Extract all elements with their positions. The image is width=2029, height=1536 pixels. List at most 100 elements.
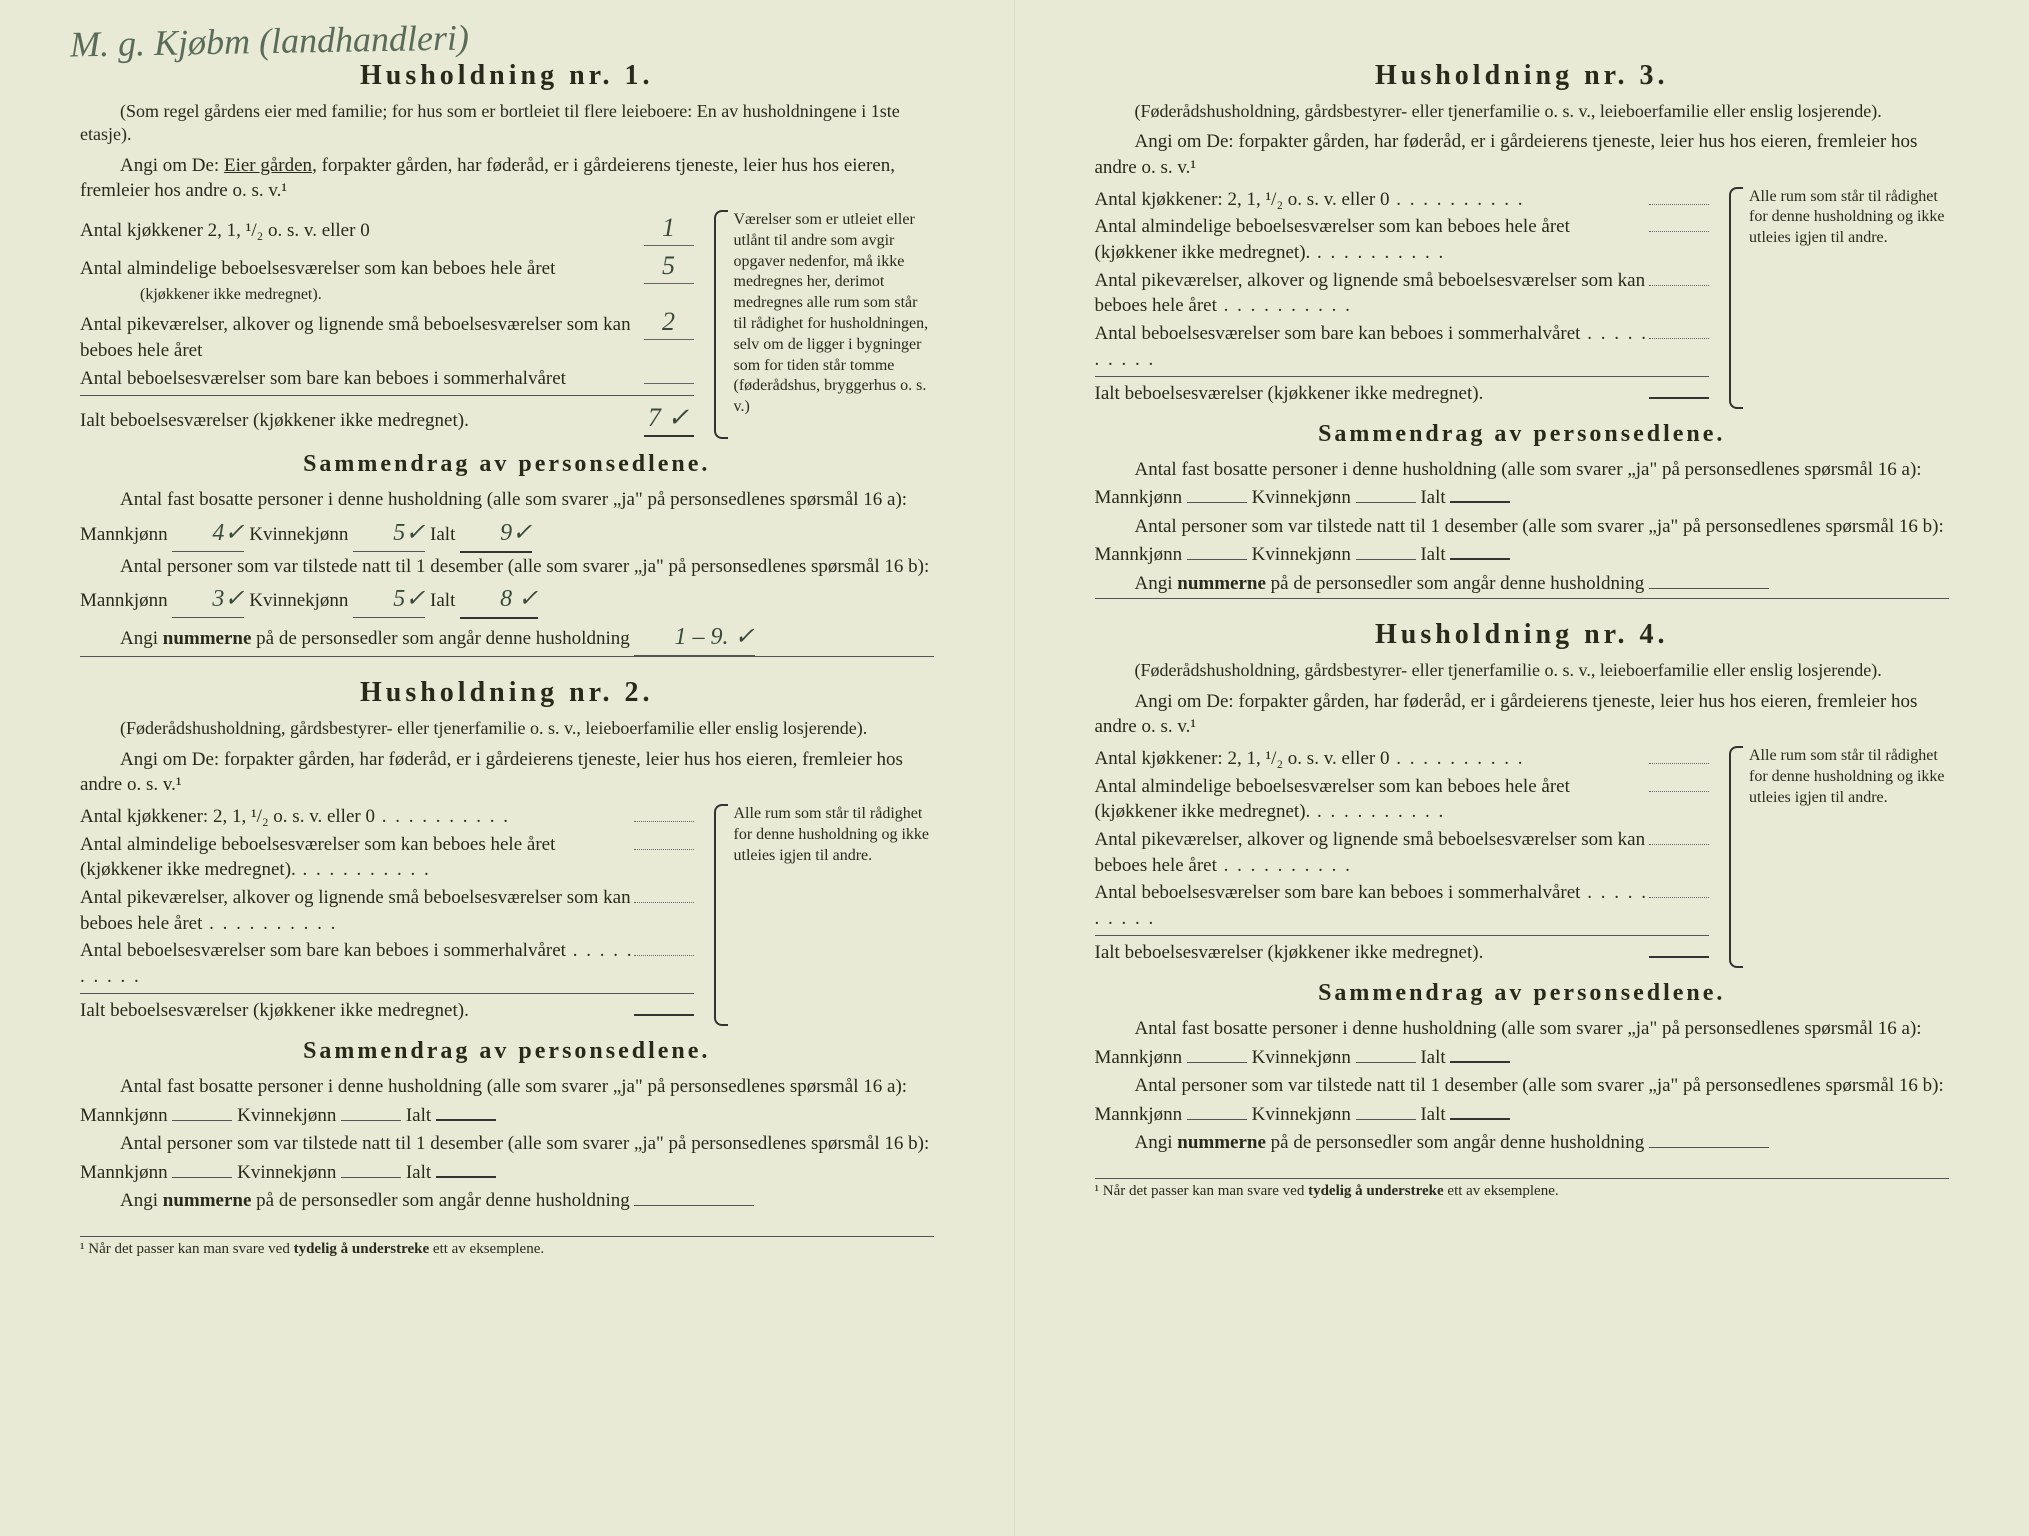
h4-nummer-bold: nummerne [1177, 1132, 1266, 1153]
h1-sommer-val [644, 383, 694, 384]
h4-sommer-label: Antal beboelsesværelser som bare kan beb… [1095, 880, 1650, 931]
h1-almindelige-label: Antal almindelige beboelsesværelser som … [80, 256, 636, 282]
h3-row-ialt: Ialt beboelsesværelser (kjøkkener ikke m… [1095, 376, 1710, 407]
h1-sb-ialt: 8 ✓ [460, 581, 538, 619]
h1-sb-kvl: Kvinnekjønn [249, 590, 348, 611]
h1-nummer: Angi nummerne på de personsedler som ang… [80, 619, 934, 657]
h4-sidebar: Alle rum som står til rådighet for denne… [1729, 746, 1949, 968]
h3-sidebar: Alle rum som står til rådighet for denne… [1729, 187, 1949, 409]
h2-subtitle: (Føderådshusholdning, gårdsbestyrer- ell… [80, 717, 934, 740]
h2-row-almindelige: Antal almindelige beboelsesværelser som … [80, 832, 694, 883]
h1-summary-title: Sammendrag av personsedlene. [80, 451, 934, 478]
h3-summary-a: Antal fast bosatte personer i denne hush… [1095, 456, 1950, 513]
h2-sa-ialt [436, 1119, 496, 1121]
h1-summary-a: Antal fast bosatte personer i denne hush… [80, 486, 934, 553]
h3-rooms-block: Antal kjøkkener: 2, 1, ¹/₂ o. s. v. elle… [1095, 187, 1950, 409]
h2-title: Husholdning nr. 2. [80, 677, 934, 709]
h4-alm-val [1649, 791, 1709, 792]
fnr-sup: ¹ Når det passer kan man svare ved [1095, 1183, 1309, 1199]
h3-sb-ialt [1450, 558, 1510, 560]
fnr-rest: ett av eksemplene. [1444, 1183, 1559, 1199]
h2-sa-kvl: Kvinnekjønn [237, 1105, 336, 1126]
h2-row-ialt: Ialt beboelsesværelser (kjøkkener ikke m… [80, 993, 694, 1024]
h3-nummer-rest: på de personsedler som angår denne husho… [1266, 573, 1644, 594]
h3-sb-text: Antal personer som var tilstede natt til… [1095, 516, 1944, 566]
h3-title: Husholdning nr. 3. [1095, 60, 1950, 92]
footnote-rule [80, 1236, 934, 1237]
h2-kjokkener-val [634, 821, 694, 822]
h4-row-pike: Antal pikeværelser, alkover og lignende … [1095, 827, 1710, 878]
h2-sidebar: Alle rum som står til rådighet for denne… [714, 804, 934, 1026]
h2-sommer-label: Antal beboelsesværelser som bare kan beb… [80, 938, 634, 989]
h4-sa-il: Ialt [1420, 1047, 1445, 1068]
h3-sb-m [1187, 559, 1247, 560]
h1-instruction: Angi om De: Eier gården, forpakter gårde… [80, 153, 934, 204]
h3-nummer-prefix: Angi [1135, 573, 1178, 594]
h2-summary-title: Sammendrag av personsedlene. [80, 1038, 934, 1065]
h4-summary-a: Antal fast bosatte personer i denne hush… [1095, 1015, 1950, 1072]
h2-sidebar-text: Alle rum som står til rådighet for denne… [734, 805, 930, 864]
h4-nummer-prefix: Angi [1135, 1132, 1178, 1153]
h4-row-ialt: Ialt beboelsesværelser (kjøkkener ikke m… [1095, 935, 1710, 966]
h3-subtitle: (Føderådshusholdning, gårdsbestyrer- ell… [1095, 100, 1950, 123]
h3-summary-title: Sammendrag av personsedlene. [1095, 421, 1950, 448]
h4-instruction: Angi om De: forpakter gården, har føderå… [1095, 689, 1950, 740]
h3-sidebar-text: Alle rum som står til rådighet for denne… [1749, 188, 1945, 247]
h3-instruction: Angi om De: forpakter gården, har føderå… [1095, 129, 1950, 180]
h1-title: Husholdning nr. 1. [80, 60, 934, 92]
h3-pike-val [1649, 285, 1709, 286]
h1-row-ialt: Ialt beboelsesværelser (kjøkkener ikke m… [80, 395, 694, 437]
h4-nummer-rest: på de personsedler som angår denne husho… [1266, 1132, 1644, 1153]
h1-sb-kv: 5✓ [353, 581, 425, 618]
h2-ialt-val [634, 1014, 694, 1016]
household-3: Husholdning nr. 3. (Føderådshusholdning,… [1095, 60, 1950, 599]
h2-rooms-block: Antal kjøkkener: 2, 1, ¹/₂ o. s. v. elle… [80, 804, 934, 1026]
h3-ialt-val [1649, 397, 1709, 399]
h3-row-pike: Antal pikeværelser, alkover og lignende … [1095, 268, 1710, 319]
h3-sb-kv [1356, 559, 1416, 560]
h4-summary-title: Sammendrag av personsedlene. [1095, 980, 1950, 1007]
h4-nummer: Angi nummerne på de personsedler som ang… [1095, 1129, 1950, 1158]
h2-row-kjokkener: Antal kjøkkener: 2, 1, ¹/₂ o. s. v. elle… [80, 804, 694, 830]
household-2: Husholdning nr. 2. (Føderådshusholdning,… [80, 677, 934, 1215]
h2-alm-label: Antal almindelige beboelsesværelser som … [80, 832, 634, 883]
h3-nummer-val [1649, 588, 1769, 589]
h1-rooms-block: Antal kjøkkener 2, 1, ¹/₂ o. s. v. eller… [80, 210, 934, 439]
h3-sa-ialt [1450, 501, 1510, 503]
footnote-right: ¹ Når det passer kan man svare ved tydel… [1095, 1183, 1950, 1200]
h3-sa-kvl: Kvinnekjønn [1252, 487, 1351, 508]
h1-alm-note: (kjøkkener ikke medregnet). [140, 286, 694, 304]
h1-alm-text: Antal almindelige beboelsesværelser som … [80, 258, 555, 279]
brace-icon [714, 804, 728, 1026]
h3-kjokkener-label: Antal kjøkkener: 2, 1, ¹/₂ o. s. v. elle… [1095, 187, 1650, 213]
h3-nummer-bold: nummerne [1177, 573, 1266, 594]
fn-sup: ¹ Når det passer kan man svare ved [80, 1241, 294, 1257]
h1-sa-ialt: 9✓ [460, 515, 532, 553]
h3-sb-il: Ialt [1420, 544, 1445, 565]
h2-pike-label: Antal pikeværelser, alkover og lignende … [80, 885, 634, 936]
h2-instruction: Angi om De: forpakter gården, har føderå… [80, 747, 934, 798]
fnr-bold: tydelig å understreke [1308, 1183, 1444, 1199]
h4-ialt-label: Ialt beboelsesværelser (kjøkkener ikke m… [1095, 940, 1650, 966]
h2-row-sommer: Antal beboelsesværelser som bare kan beb… [80, 938, 694, 989]
h3-sommer-label: Antal beboelsesværelser som bare kan beb… [1095, 321, 1650, 372]
h2-sa-m [172, 1120, 232, 1121]
h3-row-kjokkener: Antal kjøkkener: 2, 1, ¹/₂ o. s. v. elle… [1095, 187, 1710, 213]
h1-kjokkener-val: 1 [644, 210, 694, 246]
h4-sb-text: Antal personer som var tilstede natt til… [1095, 1075, 1944, 1125]
h1-sa-kvl: Kvinnekjønn [249, 524, 348, 545]
h3-alm-label: Antal almindelige beboelsesværelser som … [1095, 214, 1650, 265]
h2-sa-kv [341, 1120, 401, 1121]
h4-sommer-val [1649, 897, 1709, 898]
h4-sa-m [1187, 1062, 1247, 1063]
h2-pike-val [634, 902, 694, 903]
household-1: Husholdning nr. 1. (Som regel gårdens ei… [80, 60, 934, 657]
h1-instr-prefix: Angi om De: [120, 155, 219, 176]
h2-sb-kvl: Kvinnekjønn [237, 1162, 336, 1183]
h3-sa-il: Ialt [1420, 487, 1445, 508]
right-page: Husholdning nr. 3. (Føderådshusholdning,… [1015, 0, 2029, 1536]
h4-sa-kvl: Kvinnekjønn [1252, 1047, 1351, 1068]
h4-pike-val [1649, 844, 1709, 845]
h1-subtitle: (Som regel gårdens eier med familie; for… [80, 100, 934, 147]
h4-sa-kv [1356, 1062, 1416, 1063]
